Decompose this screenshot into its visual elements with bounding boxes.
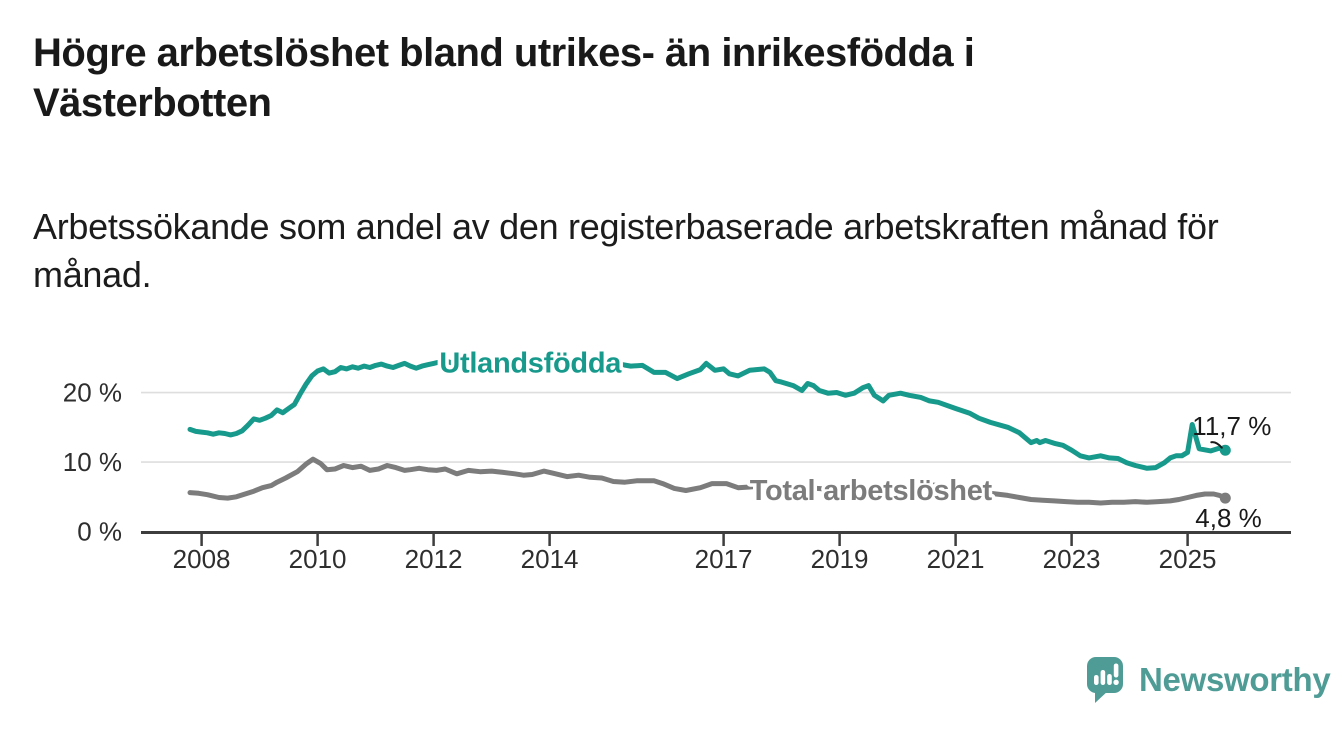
x-tick-label: 2023	[1043, 544, 1101, 574]
subtitle-line-1: Arbetssökande som andel av den registerb…	[33, 206, 1219, 247]
series-label-total-arbetsl-shet: Total arbetslöshet	[750, 475, 993, 507]
end-value-label-total-arbetsl-shet: 4,8 %	[1195, 503, 1262, 533]
x-tick-label: 2012	[405, 544, 463, 574]
y-tick-label: 0 %	[77, 517, 122, 547]
x-tick-label: 2021	[927, 544, 985, 574]
y-tick-label: 20 %	[63, 378, 122, 408]
title-line-1: Högre arbetslöshet bland utrikes- än inr…	[33, 31, 975, 75]
x-tick-label: 2008	[173, 544, 231, 574]
series-label-utlandsf-dda: Utlandsfödda	[439, 348, 622, 380]
annotation-leader-line	[1210, 441, 1223, 449]
x-tick-label: 2017	[695, 544, 753, 574]
newsworthy-brand-text: Newsworthy	[1139, 661, 1331, 698]
series-line-total-arbetsl-shet	[187, 456, 1228, 506]
subtitle-line-2: månad.	[33, 254, 152, 295]
speech-bubble-bar-chart-icon	[1087, 657, 1123, 703]
end-value-label-utlandsf-dda: 11,7 %	[1192, 411, 1271, 441]
chart-title: Högre arbetslöshet bland utrikes- än inr…	[33, 28, 975, 128]
end-dot-total-arbetsl-shet	[1219, 492, 1231, 504]
x-tick-label: 2025	[1159, 544, 1217, 574]
y-tick-label: 10 %	[63, 447, 122, 477]
chart-subtitle: Arbetssökande som andel av den registerb…	[33, 203, 1219, 299]
title-line-2: Västerbotten	[33, 81, 272, 125]
x-tick-label: 2014	[521, 544, 579, 574]
x-tick-label: 2019	[811, 544, 869, 574]
newsworthy-logo: Newsworthy	[1086, 656, 1331, 706]
series-line-utlandsf-dda	[187, 358, 1228, 471]
x-tick-label: 2010	[289, 544, 347, 574]
